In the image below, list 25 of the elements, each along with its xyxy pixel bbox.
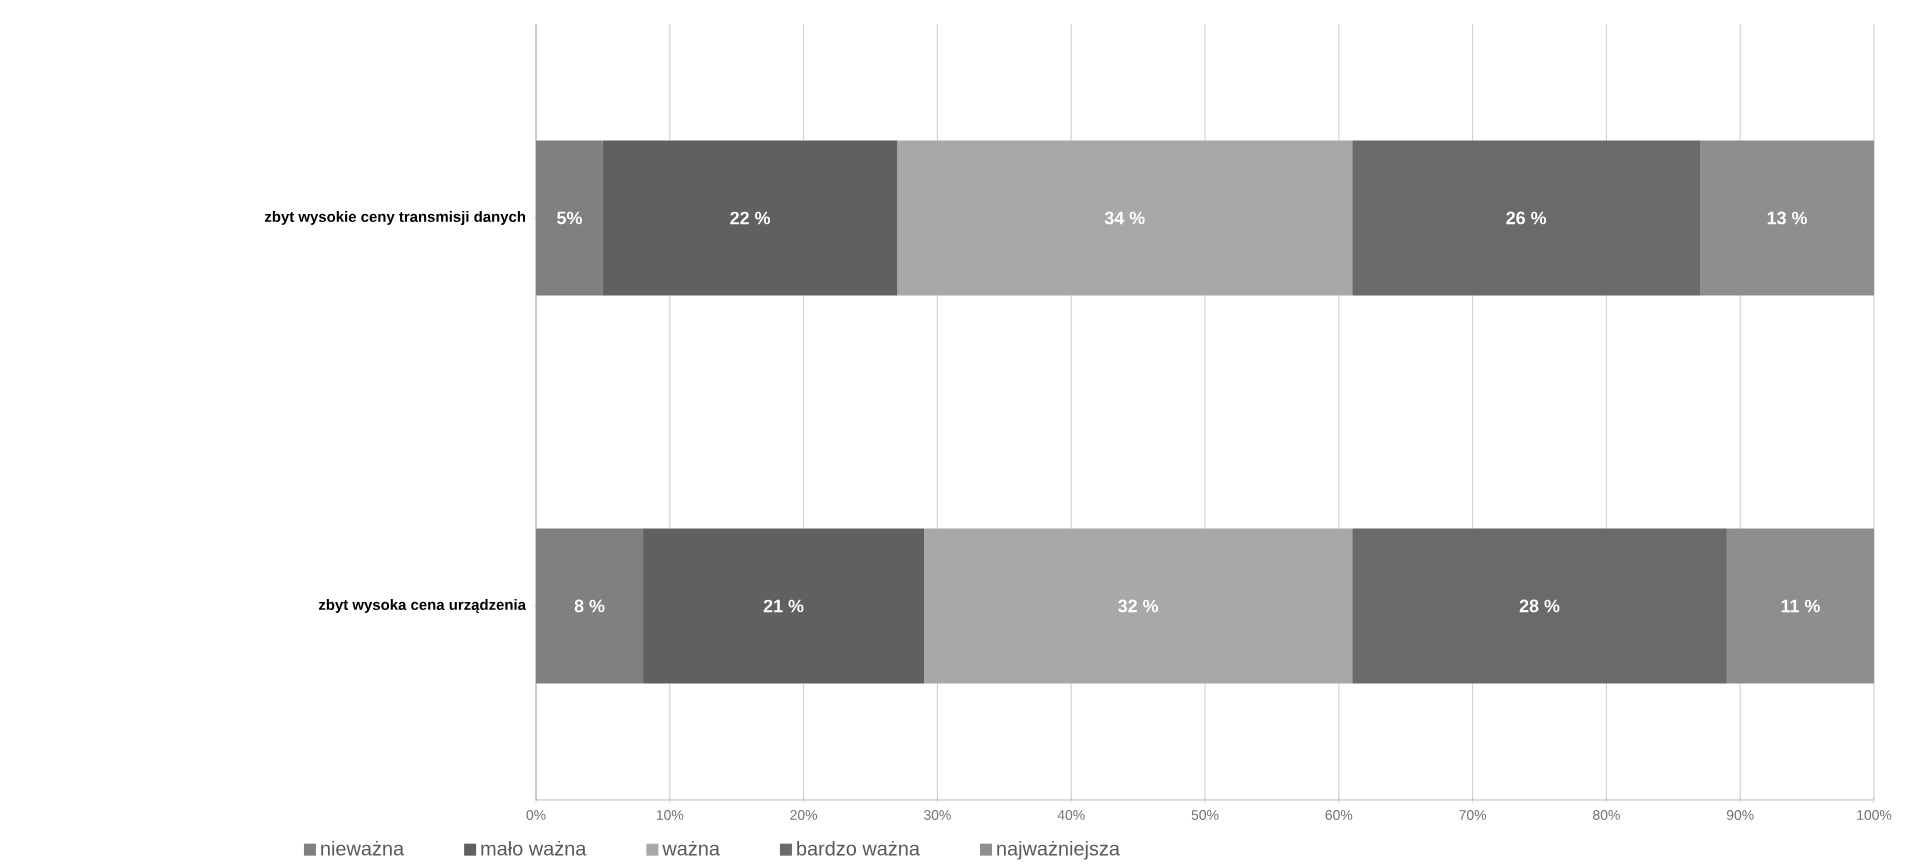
legend-label: nieważna (321, 840, 405, 856)
bar (1726, 528, 1875, 684)
data-label: 5% (557, 211, 582, 225)
bar (897, 140, 1353, 296)
bar (1700, 140, 1875, 296)
legend-label: ważna (662, 840, 720, 856)
data-label: 28 % (1519, 599, 1560, 613)
bar (1352, 528, 1727, 684)
legend-label: bardzo ważna (797, 840, 920, 856)
data-label: 11 % (1781, 599, 1820, 613)
bar (1352, 140, 1701, 296)
data-label: 26 % (1506, 211, 1547, 225)
data-label: 8 % (574, 599, 605, 613)
data-label: 34 % (1104, 211, 1145, 225)
bar (536, 140, 603, 296)
bar (924, 528, 1353, 684)
bar (536, 528, 644, 684)
legend-label: mało ważna (481, 840, 587, 856)
bar (602, 140, 898, 296)
legend-label: najważniejsza (997, 840, 1120, 860)
data-label: 21 % (763, 599, 804, 613)
bar (643, 528, 925, 684)
data-label: 22 % (730, 211, 771, 225)
data-label: 32 % (1118, 599, 1159, 613)
data-label: 13 % (1767, 211, 1807, 225)
